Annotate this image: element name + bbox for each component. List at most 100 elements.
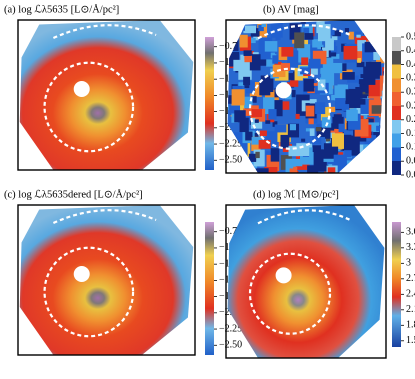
map-cell — [342, 72, 355, 80]
map-cell — [304, 33, 314, 40]
map-cell — [364, 144, 371, 152]
colorbar-tick-label: 0.25 — [406, 100, 415, 111]
colorbar-tick-label: 2.1 — [406, 304, 415, 315]
colorbar-tick-label: −2.25 — [219, 138, 242, 149]
map-cell — [376, 125, 382, 132]
map-cell — [285, 71, 298, 83]
panel-frame — [225, 19, 387, 174]
colorbar-tick-label: −0.75 — [219, 226, 242, 237]
map-cell — [370, 135, 377, 144]
map-cell — [334, 128, 343, 136]
colorbar-tick-label: 0.05 — [406, 155, 415, 166]
map-cell — [338, 63, 347, 71]
map-cell — [344, 28, 350, 32]
map-cell — [261, 22, 267, 27]
map-cell — [325, 38, 334, 51]
panel-frame — [225, 204, 387, 359]
masked-star — [73, 81, 90, 97]
map-cell — [236, 23, 245, 31]
map-cell — [355, 31, 362, 37]
map-cell — [294, 32, 305, 49]
map-cell — [371, 105, 385, 114]
colorbar-tick-label: 0.20 — [406, 114, 415, 125]
map-cell — [382, 37, 385, 50]
map-cell — [251, 137, 264, 145]
map-cell — [238, 82, 244, 86]
map-cell — [259, 130, 267, 137]
map-cell — [241, 163, 252, 173]
map-cell — [328, 62, 343, 74]
map-cell — [359, 98, 366, 105]
map-cell — [264, 166, 278, 173]
map-cell — [233, 59, 245, 72]
colorbar — [205, 222, 214, 355]
map-cell — [257, 57, 267, 66]
map-cell — [308, 116, 314, 125]
map-cell — [244, 85, 250, 89]
map-cell — [373, 51, 380, 61]
map-cell — [378, 31, 385, 35]
map-cell — [381, 90, 385, 101]
panel-title: (d) log ℳ [M⊙/pc²] — [253, 188, 339, 200]
colorbar — [205, 37, 214, 170]
map-cell — [354, 92, 360, 99]
map-cell — [280, 134, 290, 149]
map-cell — [227, 95, 233, 104]
panel-frame — [17, 204, 196, 356]
map-cell — [279, 101, 290, 110]
map-cell — [258, 139, 271, 149]
map-cell — [363, 29, 369, 35]
map-cell — [255, 151, 260, 159]
map-cell — [342, 142, 350, 151]
map-cell — [287, 123, 300, 138]
colorbar-tick-label: 0.35 — [406, 73, 415, 84]
map-cell — [308, 58, 321, 69]
map-cell — [258, 24, 264, 32]
map-cell — [371, 150, 384, 162]
map-cell — [382, 67, 385, 85]
map-cell — [316, 123, 324, 130]
map-cell — [243, 50, 252, 56]
map-cell — [301, 138, 306, 142]
colorbar-tick-label: 2.4 — [406, 289, 415, 300]
map-cell — [315, 102, 326, 115]
map-cell — [376, 29, 383, 34]
map-cell — [355, 157, 369, 172]
map-cell — [239, 34, 248, 48]
map-cell — [254, 119, 259, 123]
panel-title: (b) AV [mag] — [263, 4, 319, 15]
colorbar-tick-label: −2.50 — [219, 340, 242, 351]
map-cell — [266, 54, 277, 67]
map-cell — [356, 34, 361, 38]
map-cell — [300, 20, 306, 24]
map-cell — [239, 117, 249, 133]
map-cell — [313, 83, 318, 86]
map — [19, 20, 194, 170]
map — [19, 205, 194, 355]
map-cell — [274, 124, 287, 133]
map-cell — [320, 149, 334, 159]
map-cell — [377, 149, 385, 169]
colorbar-tick-label: 0.15 — [406, 128, 415, 139]
map-cell — [327, 161, 333, 168]
map-cell — [332, 30, 341, 37]
map-cell — [344, 150, 352, 158]
map-cell — [358, 79, 365, 85]
colorbar-tick-label: 3 — [406, 258, 411, 269]
map-cell — [330, 52, 337, 57]
colorbar-tick-label: 0.10 — [406, 142, 415, 153]
map-cell — [331, 133, 344, 149]
map-cell — [276, 25, 282, 30]
map-cell — [309, 99, 317, 104]
map-cell — [361, 163, 370, 169]
colorbar-tick-label: 0.00 — [406, 169, 415, 180]
map-cell — [360, 74, 366, 79]
map-cell — [228, 51, 240, 67]
map-cell — [357, 57, 362, 63]
map-cell — [263, 97, 275, 115]
map-cell — [369, 160, 374, 167]
ring — [43, 61, 135, 153]
colorbar-tick-label: 0.30 — [406, 86, 415, 97]
map-cell — [373, 141, 380, 147]
map-cell — [290, 158, 303, 167]
